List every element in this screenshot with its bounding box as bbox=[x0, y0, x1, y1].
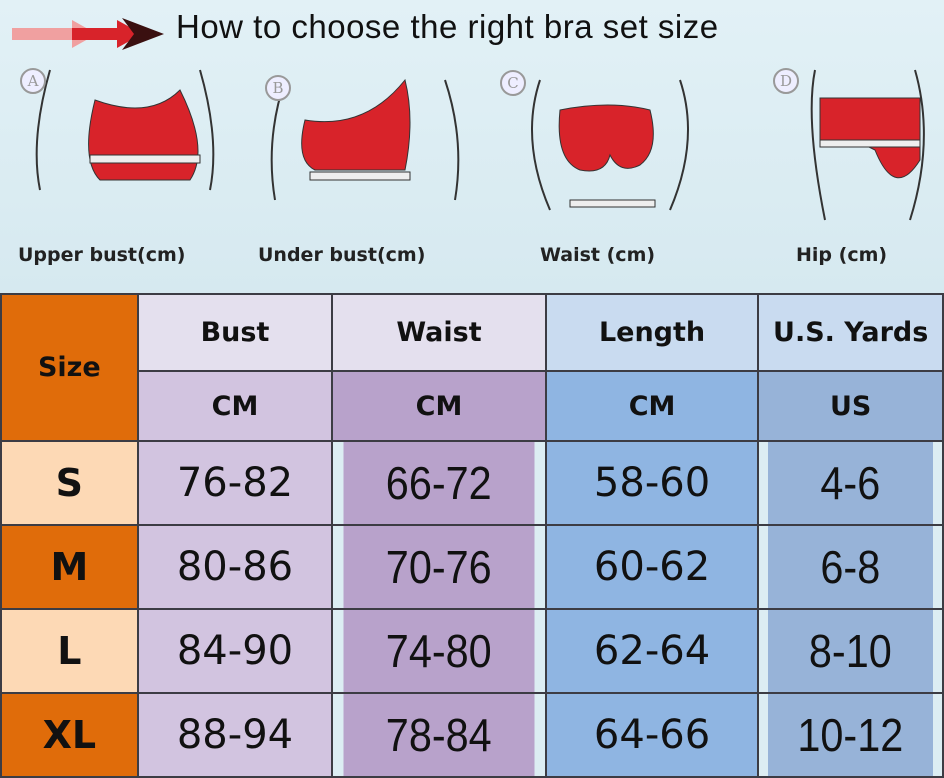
figure-letter: D bbox=[773, 68, 799, 94]
us-cell: 6-8 bbox=[766, 524, 935, 610]
size-cell: M bbox=[0, 524, 139, 610]
measurement-guide: How to choose the right bra set size A B… bbox=[0, 0, 944, 293]
table-row: XL 88-94 78-84 64-66 10-12 bbox=[0, 692, 943, 778]
waist-cell: 70-76 bbox=[342, 524, 536, 610]
unit-us: US bbox=[757, 370, 944, 442]
col-header-bust: Bust bbox=[136, 293, 334, 372]
figure-letter: A bbox=[20, 68, 46, 94]
guide-title: How to choose the right bra set size bbox=[176, 8, 719, 45]
waist-cell: 66-72 bbox=[342, 440, 536, 526]
figure-under-bust: B bbox=[255, 60, 475, 240]
size-cell: XL bbox=[0, 692, 139, 778]
unit-bust: CM bbox=[136, 370, 334, 442]
label-upper-bust: Upper bust(cm) bbox=[18, 244, 186, 266]
length-cell: 60-62 bbox=[544, 524, 760, 610]
table-row: L 84-90 74-80 62-64 8-10 bbox=[0, 608, 943, 694]
figure-upper-bust: A bbox=[10, 60, 230, 240]
label-waist: Waist (cm) bbox=[540, 244, 656, 266]
under-bust-illustration bbox=[270, 78, 460, 201]
hip-illustration bbox=[810, 69, 925, 221]
figure-hip: D bbox=[745, 60, 944, 240]
waist-illustration bbox=[531, 79, 689, 211]
col-header-waist: Waist bbox=[331, 293, 547, 372]
bust-cell: 80-86 bbox=[136, 524, 334, 610]
waist-cell: 74-80 bbox=[342, 608, 536, 694]
size-cell: L bbox=[0, 608, 139, 694]
table-row: S 76-82 66-72 58-60 4-6 bbox=[0, 440, 943, 526]
size-header: Size bbox=[0, 293, 139, 442]
size-table: Size Bust Waist Length U.S. Yards CM CM … bbox=[0, 293, 944, 778]
waist-cell: 78-84 bbox=[342, 692, 536, 778]
us-cell: 8-10 bbox=[766, 608, 935, 694]
unit-waist: CM bbox=[331, 370, 547, 442]
unit-length: CM bbox=[544, 370, 760, 442]
arrows-icon bbox=[12, 18, 164, 50]
bust-cell: 88-94 bbox=[136, 692, 334, 778]
col-header-us-yards: U.S. Yards bbox=[757, 293, 944, 372]
us-cell: 10-12 bbox=[766, 692, 935, 778]
upper-bust-illustration bbox=[35, 69, 215, 191]
label-under-bust: Under bust(cm) bbox=[258, 244, 426, 266]
length-cell: 64-66 bbox=[544, 692, 760, 778]
bust-cell: 84-90 bbox=[136, 608, 334, 694]
label-hip: Hip (cm) bbox=[796, 244, 888, 266]
col-header-length: Length bbox=[544, 293, 760, 372]
length-cell: 58-60 bbox=[544, 440, 760, 526]
length-cell: 62-64 bbox=[544, 608, 760, 694]
us-cell: 4-6 bbox=[766, 440, 935, 526]
bust-cell: 76-82 bbox=[136, 440, 334, 526]
figure-letter: C bbox=[500, 70, 526, 96]
size-cell: S bbox=[0, 440, 139, 526]
table-row: M 80-86 70-76 60-62 6-8 bbox=[0, 524, 943, 610]
figure-waist: C bbox=[500, 60, 720, 240]
figure-letter: B bbox=[265, 75, 291, 101]
